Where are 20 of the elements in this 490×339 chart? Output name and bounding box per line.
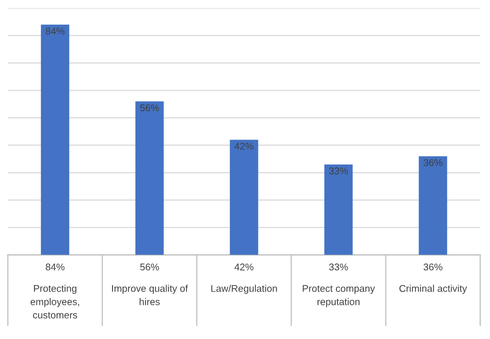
bar (40, 24, 70, 255)
text: 56% (140, 104, 159, 112)
data-label: 33% (329, 264, 348, 270)
text: 84% (46, 28, 64, 34)
text: 36% (424, 159, 442, 166)
bar (418, 156, 448, 255)
data-label: 36% (424, 264, 442, 270)
data-label: 56% (140, 264, 159, 270)
x-tick-label: Protecting employees, customers (30, 284, 80, 318)
data-label: 84% (46, 264, 64, 270)
x-tick-label: Law/Regulation (211, 284, 277, 294)
text: 33% (329, 167, 348, 174)
x-tick-label: Criminal activity (399, 284, 467, 294)
text: 42% (234, 142, 254, 150)
bar (324, 164, 353, 255)
bar (230, 140, 258, 255)
bar (135, 101, 164, 255)
x-tick-label: Protect company reputation (302, 285, 375, 308)
x-tick-label: Improve quality of hires (112, 284, 188, 306)
data-label: 42% (234, 264, 254, 270)
